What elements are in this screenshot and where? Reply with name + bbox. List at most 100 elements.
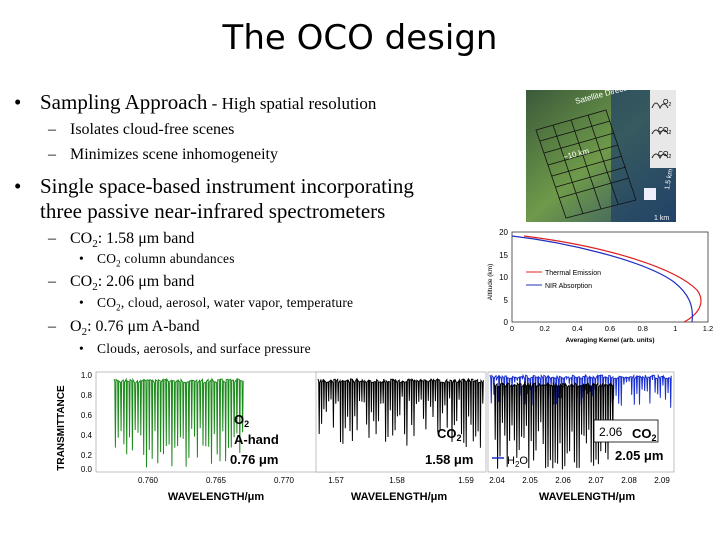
- panel-xlabel: WAVELENGTH/μm: [351, 491, 448, 503]
- averaging-kernel-chart: 0 5 10 15 20 0 0.2 0.4 0.6 0.8 1 1.2 Alt…: [487, 228, 713, 344]
- detail-o2: • Clouds, aerosols, and surface pressure: [79, 341, 311, 357]
- panel-xtick: 1.58: [389, 476, 405, 485]
- bullet-single-instrument: • Single space-based instrument incorpor…: [14, 174, 414, 199]
- band-wavelength: : 1.58: [97, 230, 139, 247]
- panel-xtick: 1.57: [328, 476, 344, 485]
- band-unit: m band: [146, 273, 195, 290]
- kernel-ytick: 0: [504, 318, 509, 327]
- subbullet-cloud-free: – Isolates cloud-free scenes: [48, 121, 235, 139]
- dash-glyph: –: [48, 121, 56, 138]
- band-wavelength: : 2.06: [97, 273, 139, 290]
- legend-thermal: Thermal Emission: [545, 270, 601, 277]
- spectra-ylabel: TRANSMITTANCE: [56, 385, 67, 471]
- spectra-ytick: 1.0: [81, 371, 93, 380]
- panel-xtick: 2.07: [588, 476, 604, 485]
- kernel-ytick: 10: [499, 273, 508, 282]
- co2-158-spectrum-line: [317, 377, 484, 448]
- subbullet-text: Isolates cloud-free scenes: [70, 121, 235, 138]
- panel-xlabel: WAVELENGTH/μm: [539, 491, 636, 503]
- dash-glyph: –: [48, 146, 56, 163]
- panel-band-name: A-hand: [234, 432, 279, 447]
- kernel-xtick: 0.8: [637, 324, 647, 333]
- o2-spectrum-line: [113, 377, 244, 468]
- formula-sub: 2: [116, 302, 121, 313]
- panel-species-o2: O2: [234, 412, 249, 429]
- dash-glyph: –: [48, 318, 56, 335]
- kernel-xtick: 1: [673, 324, 677, 333]
- spectra-y-axis: 1.0 0.8 0.6 0.4 0.2 0.0: [81, 371, 93, 474]
- mu-symbol: μ: [127, 318, 137, 335]
- subbullet-co2-206: – CO2: 2.06 μm band: [48, 273, 195, 294]
- detail-co2-column: • CO2 column abundances: [79, 251, 235, 269]
- spectra-ytick: 0.0: [81, 465, 93, 474]
- bullet-sampling-main: Sampling Approach: [40, 90, 208, 114]
- kernel-xlabel: Averaging Kernel (arb. units): [566, 337, 655, 344]
- band-unit: m A-band: [136, 318, 200, 335]
- footprint-grid: [535, 109, 637, 219]
- bullet-line-1: Single space-based instrument incorporat…: [40, 174, 414, 198]
- panel-species-co2: CO2: [632, 426, 657, 443]
- inset-label-co2-a: CO2: [658, 127, 672, 136]
- panel-xtick: 2.06: [555, 476, 571, 485]
- subbullet-co2-158: – CO2: 1.58 μm band: [48, 230, 195, 251]
- kernel-plot-frame: [511, 231, 709, 323]
- label-box-206: [593, 419, 659, 443]
- panel-xtick: 2.04: [489, 476, 505, 485]
- slide-title: The OCO design: [222, 18, 498, 58]
- spectrum-panel-o2: O2 A-hand 0.76 μm 0.760 0.765 0.770 WAVE…: [95, 371, 337, 503]
- panel-xtick: 2.09: [654, 476, 670, 485]
- detail-text: column abundances: [120, 251, 235, 266]
- nir-absorption-curve: [511, 235, 694, 323]
- dim-1km: 1 km: [654, 215, 669, 222]
- dash-glyph: –: [48, 273, 56, 290]
- kernel-xtick: 1.2: [703, 324, 713, 333]
- inset-label-o2: O2: [663, 99, 671, 108]
- dim-15km: 1.5 km: [664, 168, 675, 190]
- spectra-ytick: 0.6: [81, 411, 93, 420]
- panel-wavelength: 2.05 μm: [615, 448, 663, 463]
- detail-text: Clouds, aerosols, and surface pressure: [97, 341, 311, 356]
- inset-label-co2-b: CO2: [658, 151, 672, 160]
- mu-symbol: μ: [138, 273, 147, 290]
- transmittance-spectra: TRANSMITTANCE 1.0 0.8 0.6 0.4 0.2 0.0 O2…: [56, 371, 675, 503]
- bullet-glyph: •: [79, 251, 84, 266]
- spectra-ytick: 0.8: [81, 391, 93, 400]
- formula-co: CO: [70, 273, 93, 290]
- kernel-xtick: 0.2: [539, 324, 549, 333]
- h2o-label: H2O: [507, 455, 528, 469]
- panel-wavelength: 0.76 μm: [230, 452, 278, 467]
- panel-xtick: 1.59: [458, 476, 474, 485]
- bullet-glyph: •: [14, 174, 22, 198]
- spectrum-panel-co2-206: 2.06 CO2 2.05 μm H2O 2.04 2.05 2.06 2.07…: [487, 371, 675, 503]
- legend-nir: NIR Absorption: [545, 283, 592, 290]
- subbullet-inhomogeneity: – Minimizes scene inhomogeneity: [48, 146, 278, 164]
- satellite-footprint-image: Satellite Direction ~10 km 1.5 km 1 km O…: [526, 90, 676, 222]
- kernel-ytick: 20: [499, 228, 508, 237]
- panel-frame: [315, 371, 487, 473]
- kernel-ylabel: Altitude (km): [487, 264, 494, 300]
- detail-text: , cloud, aerosol, water vapor, temperatu…: [120, 295, 354, 310]
- bullet-glyph: •: [79, 341, 84, 356]
- subbullet-text: Minimizes scene inhomogeneity: [70, 146, 278, 163]
- band-unit: m band: [146, 230, 195, 247]
- panel-xlabel: WAVELENGTH/μm: [168, 491, 265, 503]
- formula-sub: 2: [92, 238, 98, 251]
- formula-sub: 2: [81, 326, 88, 339]
- formula-sub: 2: [92, 281, 98, 294]
- kernel-x-axis: 0 0.2 0.4 0.6 0.8 1 1.2: [510, 324, 713, 333]
- cloud-patch: [644, 188, 656, 200]
- kernel-xtick: 0.4: [572, 324, 582, 333]
- thermal-emission-curve: [523, 235, 702, 323]
- kernel-xtick: 0: [510, 324, 514, 333]
- label-box-text: 2.06: [599, 425, 623, 439]
- subbullet-o2-076: – O2: 0.76 μm A-band: [48, 318, 200, 339]
- kernel-ytick: 15: [499, 251, 508, 260]
- bullet-single-instrument-line2: three passive near-infrared spectrometer…: [40, 199, 386, 223]
- spectra-ytick: 0.2: [81, 451, 93, 460]
- band-wavelength: : 0.76: [87, 318, 128, 335]
- panel-xtick: 0.770: [274, 476, 295, 485]
- dash-glyph: –: [48, 230, 56, 247]
- panel-wavelength: 1.58 μm: [425, 452, 473, 467]
- spectra-ytick: 0.4: [81, 431, 93, 440]
- panel-species-co2: CO2: [437, 426, 462, 443]
